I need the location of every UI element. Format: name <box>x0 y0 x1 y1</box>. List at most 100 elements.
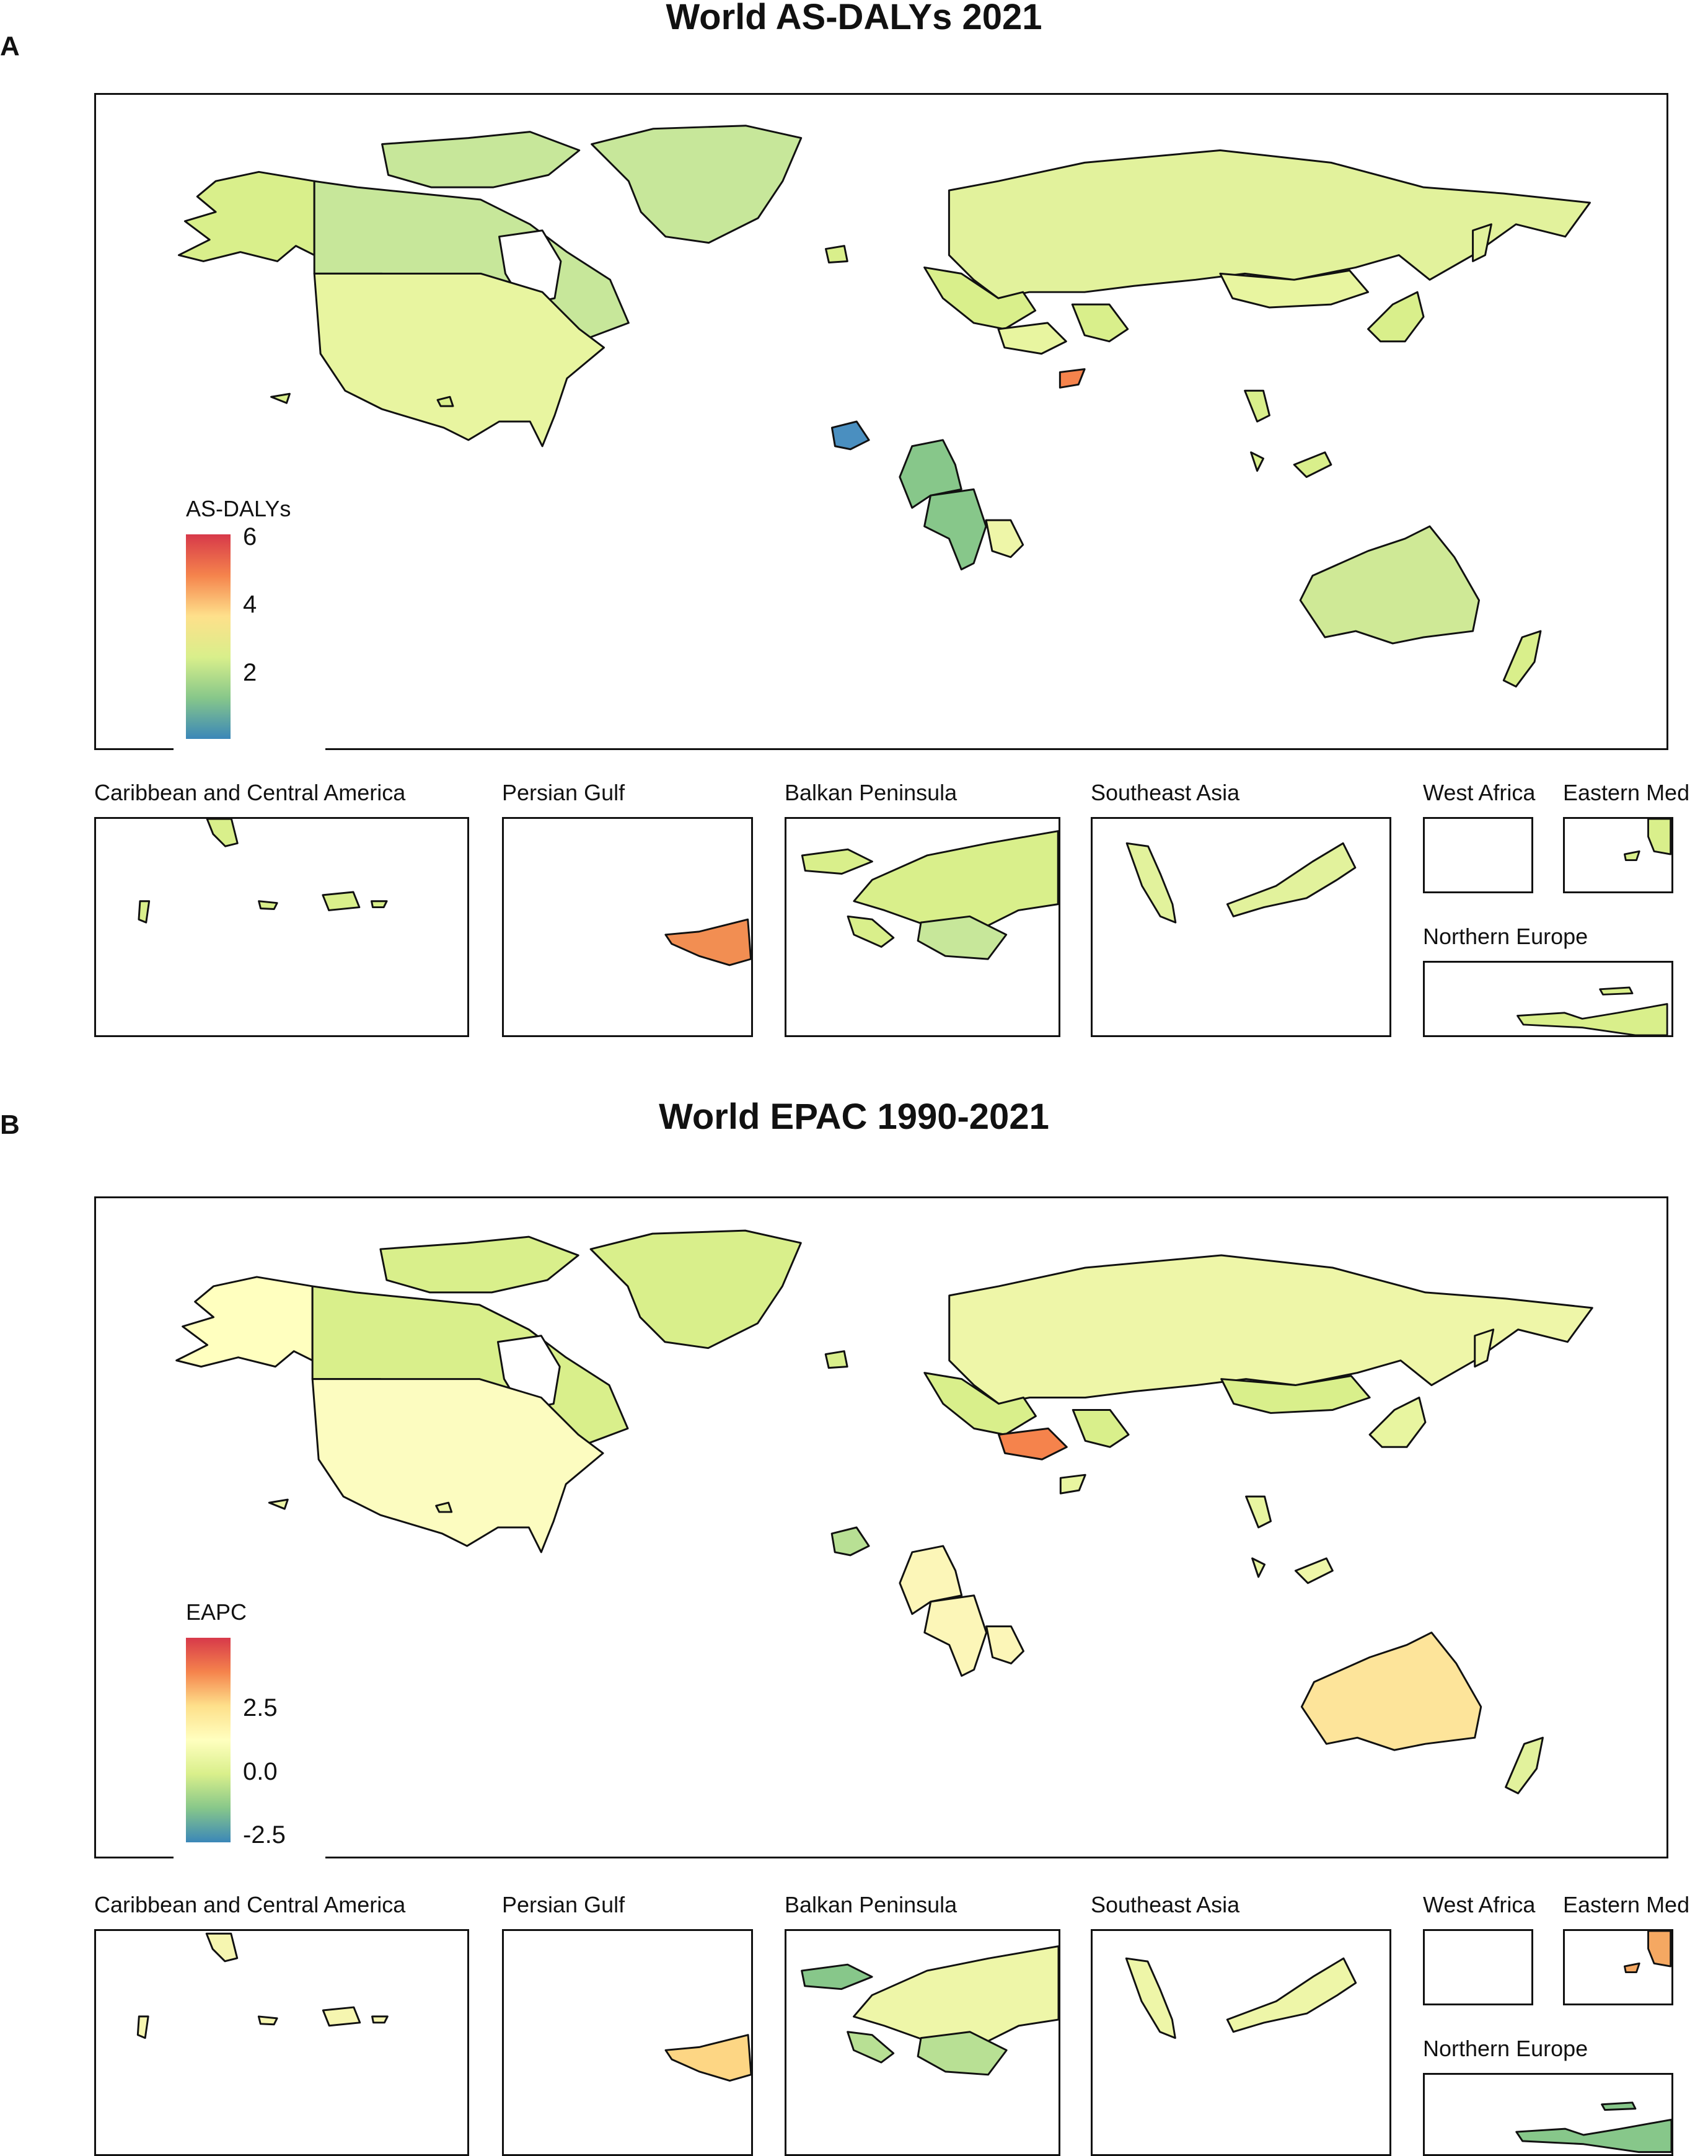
region-yemen <box>1059 368 1086 389</box>
region-puerto-rico <box>322 891 388 911</box>
inset-caribbean <box>94 1929 469 2156</box>
region-east-africa <box>985 519 1024 559</box>
inset-caribbean-svg <box>138 819 388 924</box>
region-yemen <box>1059 1473 1086 1495</box>
legend-tick <box>231 1772 238 1773</box>
legend-b: EAPC 2.5 0.0 -2.5 <box>174 1599 325 1860</box>
world-map-a <box>94 93 1668 750</box>
region-russia <box>948 149 1591 299</box>
region-peninsula <box>1125 1957 1176 2039</box>
inset-eastern-med-svg <box>1624 1931 1671 1974</box>
inset-title-southeast-asia: Southeast Asia <box>1091 1892 1240 1917</box>
legend-label: 2.5 <box>243 1694 278 1721</box>
inset-southeast-asia <box>1091 817 1391 1037</box>
region-central-africa-south <box>923 1594 988 1677</box>
region-jamaica <box>138 900 151 924</box>
region-puerto-rico <box>322 2006 389 2027</box>
legend-label: 0.0 <box>243 1758 278 1785</box>
region-balkan-south <box>917 2031 1008 2076</box>
inset-southeast-asia <box>1091 1929 1391 2156</box>
region-balkan-island <box>847 2031 895 2064</box>
inset-southeast-asia-svg <box>1125 1957 1357 2039</box>
legend-title: EAPC <box>186 1599 247 1625</box>
region-jamaica <box>136 2015 149 2039</box>
inset-balkan-svg <box>801 830 1059 960</box>
inset-west-africa <box>1423 817 1533 893</box>
region-canada-arctic <box>381 131 581 188</box>
legend-label: -2.5 <box>243 1821 286 1849</box>
region-borneo <box>1226 1957 1357 2033</box>
region-sakhalin <box>1474 1328 1495 1368</box>
legend-tick <box>231 672 238 673</box>
region-caribbean <box>270 392 454 407</box>
panel-b-letter: B <box>0 1110 20 1140</box>
legend-a: AS-DALYs 6 4 2 <box>174 496 325 756</box>
region-balkan-south <box>917 915 1008 960</box>
inset-title-caribbean: Caribbean and Central America <box>94 1892 406 1917</box>
region-west-africa <box>830 420 870 451</box>
world-map-a-svg <box>177 125 1591 688</box>
region-north-island <box>1599 986 1634 996</box>
legend-title: AS-DALYs <box>186 496 291 521</box>
legend-label: 6 <box>243 523 257 550</box>
region-australia <box>1299 525 1481 645</box>
region-alaska <box>177 170 315 262</box>
region-usa <box>311 1378 604 1553</box>
world-map-b-svg <box>175 1229 1593 1795</box>
region-philippines <box>1244 389 1270 472</box>
inset-title-eastern-med: Eastern Med <box>1563 1892 1690 1917</box>
region-sakhalin <box>1472 223 1492 262</box>
inset-persian-gulf-svg <box>664 2034 751 2082</box>
region-alaska <box>175 1276 314 1368</box>
inset-title-northern-europe: Northern Europe <box>1423 924 1588 949</box>
inset-persian-gulf <box>502 1929 753 2156</box>
inset-title-northern-europe: Northern Europe <box>1423 2036 1588 2061</box>
inset-west-africa-svg <box>1425 1931 1531 2004</box>
inset-northern-europe-svg <box>1515 2101 1671 2154</box>
region-turkey <box>997 322 1067 355</box>
region-east-africa <box>985 1625 1024 1664</box>
region-caribbean <box>268 1498 453 1513</box>
inset-title-west-africa: West Africa <box>1423 1892 1536 1917</box>
inset-title-southeast-asia: Southeast Asia <box>1091 780 1240 805</box>
inset-balkan <box>785 817 1060 1037</box>
inset-title-west-africa: West Africa <box>1423 780 1536 805</box>
legend-label: 2 <box>243 659 257 686</box>
region-balkan-island <box>847 915 895 948</box>
region-iran <box>1072 1408 1130 1448</box>
inset-caribbean-svg <box>136 1932 389 2039</box>
inset-caribbean <box>94 817 469 1037</box>
region-uae <box>664 2034 751 2082</box>
inset-balkan-svg <box>801 1945 1059 2076</box>
inset-west-africa-svg <box>1425 819 1531 891</box>
region-japan <box>1367 291 1425 343</box>
inset-persian-gulf <box>502 817 753 1037</box>
region-borneo <box>1226 842 1357 917</box>
region-balkan-center <box>853 1945 1059 2045</box>
inset-title-caribbean: Caribbean and Central America <box>94 780 406 805</box>
world-map-b <box>94 1196 1668 1858</box>
region-europe <box>923 1372 1037 1436</box>
region-cuba <box>205 1932 239 1963</box>
region-north-island <box>1601 2101 1637 2111</box>
legend-tick <box>231 1836 238 1837</box>
region-canada-arctic <box>379 1235 579 1294</box>
region-central-africa-south <box>923 488 987 571</box>
inset-balkan <box>785 1929 1060 2156</box>
legend-colorbar <box>186 1638 231 1842</box>
region-cyprus <box>1624 1962 1640 1974</box>
region-levant <box>1647 819 1671 855</box>
region-new-zealand <box>1505 1736 1544 1795</box>
panel-a-title: World AS-DALYs 2021 <box>666 0 1042 37</box>
region-balkan-west <box>801 1963 873 1990</box>
region-hispaniola <box>258 900 278 910</box>
inset-title-eastern-med: Eastern Med <box>1563 780 1690 805</box>
region-philippines <box>1245 1495 1272 1578</box>
legend-colorbar <box>186 534 231 739</box>
region-levant <box>1647 1931 1671 1968</box>
region-cyprus <box>1624 850 1640 862</box>
region-north-mainland <box>1517 1003 1668 1035</box>
inset-northern-europe-svg <box>1517 986 1668 1035</box>
region-iceland <box>825 245 848 263</box>
region-mongolia <box>1220 1375 1371 1414</box>
